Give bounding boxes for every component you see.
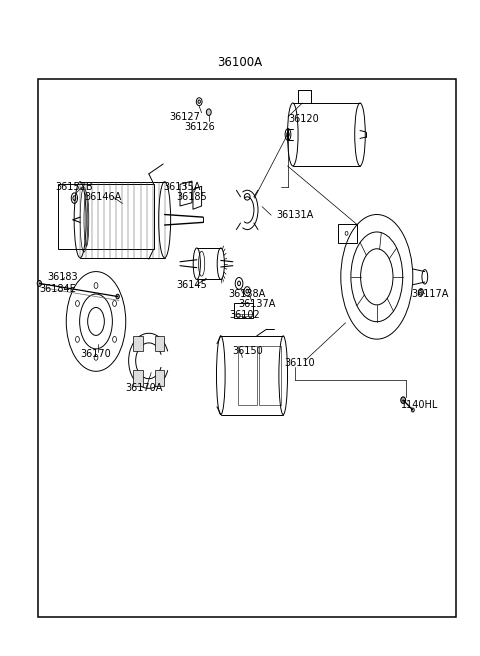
Text: 36135A: 36135A (164, 182, 201, 192)
Bar (155, 336, 164, 352)
Bar (133, 336, 143, 352)
Bar (338, 224, 357, 243)
Bar (133, 370, 143, 386)
Bar (58, 184, 154, 249)
Text: 36146A: 36146A (84, 192, 122, 202)
Bar (234, 303, 253, 318)
Text: 36183: 36183 (47, 272, 78, 282)
Bar (155, 370, 164, 386)
Text: 36127: 36127 (169, 112, 200, 122)
Ellipse shape (37, 281, 41, 287)
Text: 36170: 36170 (81, 349, 111, 359)
Text: 36100A: 36100A (217, 56, 263, 69)
Text: 36137A: 36137A (238, 298, 276, 309)
Text: 36131A: 36131A (276, 210, 313, 220)
Text: 36150: 36150 (232, 346, 263, 356)
Bar (238, 346, 257, 405)
Text: 1140HL: 1140HL (401, 400, 439, 410)
Text: 36138A: 36138A (228, 289, 266, 299)
Ellipse shape (401, 397, 406, 403)
Text: 36185: 36185 (177, 192, 207, 202)
Text: 36126: 36126 (184, 121, 215, 132)
Bar (38, 79, 456, 617)
Text: 36170A: 36170A (125, 383, 163, 394)
Text: 36152B: 36152B (56, 182, 93, 192)
Ellipse shape (419, 289, 423, 295)
Text: 36184E: 36184E (39, 283, 76, 294)
Text: 36145: 36145 (177, 280, 207, 291)
Ellipse shape (116, 294, 119, 299)
Bar (259, 346, 281, 405)
Text: 36117A: 36117A (411, 289, 448, 299)
Text: 36110: 36110 (285, 358, 315, 368)
Text: 36102: 36102 (229, 310, 260, 320)
Ellipse shape (206, 109, 211, 115)
Text: 36120: 36120 (288, 114, 319, 125)
